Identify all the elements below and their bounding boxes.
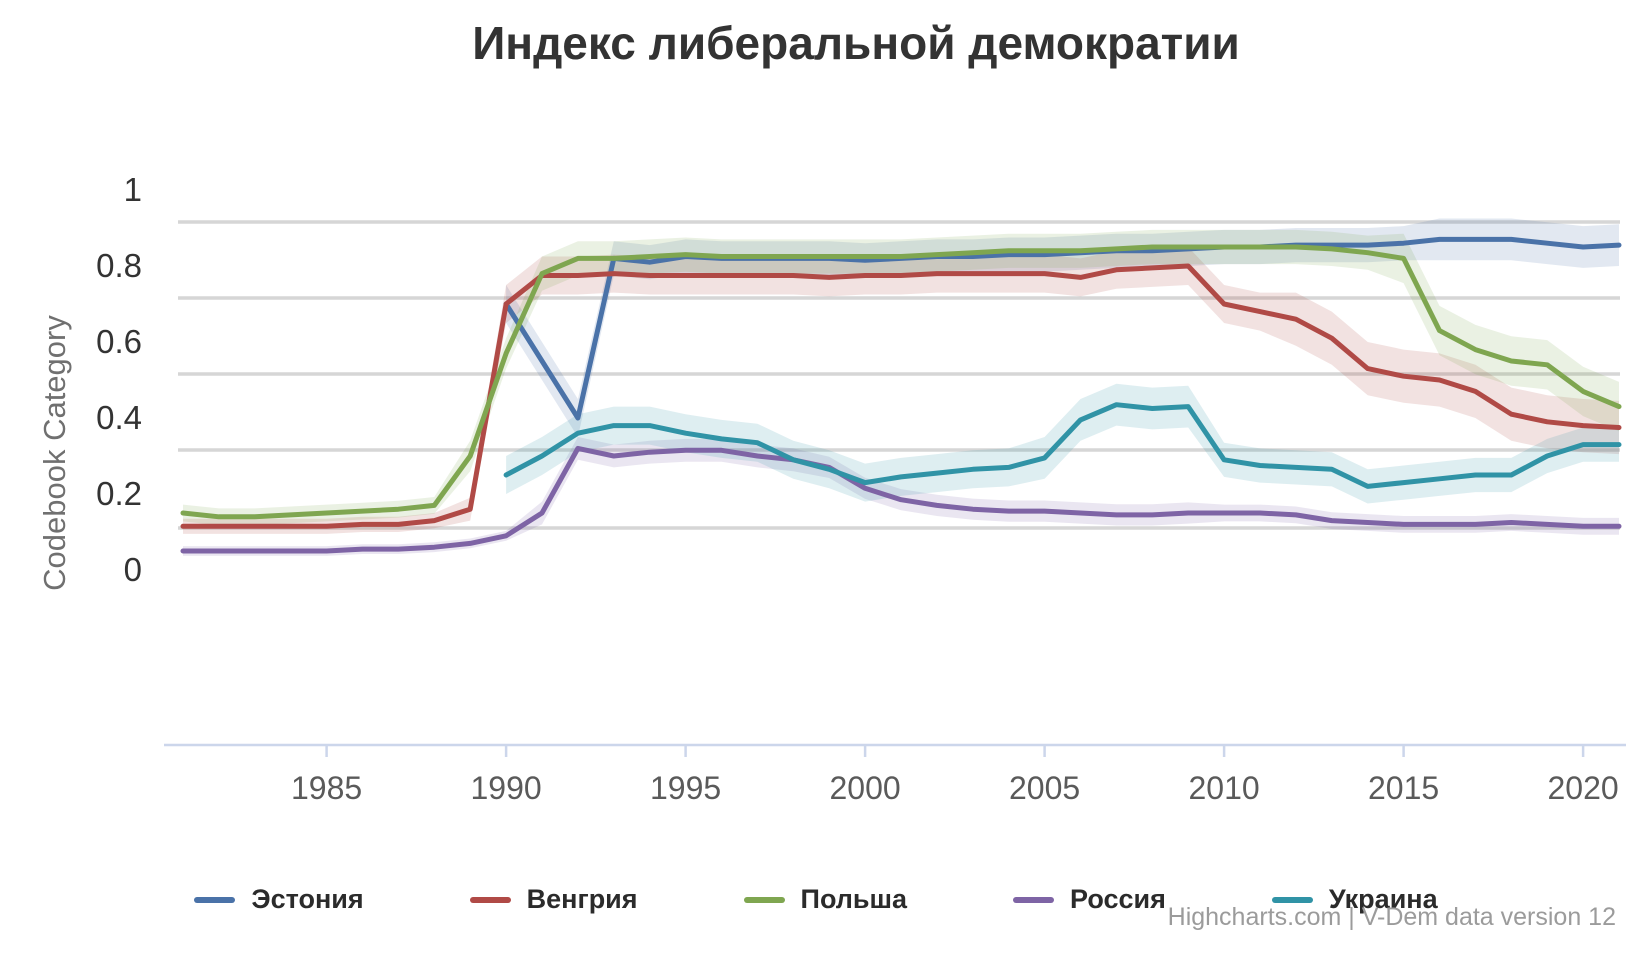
chart-title: Индекс либеральной демократии [472, 17, 1240, 69]
ci-band-hungary [183, 247, 1619, 534]
x-axis-label: 1995 [650, 770, 721, 806]
series-line-poland[interactable] [180, 244, 1622, 520]
y-axis-label: 0.2 [96, 475, 142, 512]
x-axis-label: 2000 [830, 770, 901, 806]
legend-swatch-estonia [194, 896, 236, 903]
legend-label-poland: Польша [800, 884, 908, 914]
legend-swatch-hungary [469, 896, 511, 903]
legend-label-russia: Россия [1070, 884, 1166, 914]
x-axis-label: 2005 [1009, 770, 1080, 806]
y-axis-label: 0.4 [96, 399, 142, 436]
legend-item-estonia[interactable]: Эстония [194, 884, 364, 915]
legend-swatch-poland [743, 896, 785, 903]
legend-item-russia[interactable]: Россия [1013, 884, 1166, 915]
series-line-hungary[interactable] [180, 263, 1622, 529]
legend-label-estonia: Эстония [251, 884, 364, 914]
legend-item-hungary[interactable]: Венгрия [469, 884, 638, 915]
y-axis-label: 1 [124, 171, 142, 208]
x-axis-label: 2010 [1189, 770, 1260, 806]
y-axis-label: 0.6 [96, 323, 142, 360]
x-axis-label: 1985 [291, 770, 362, 806]
y-axis-label: 0.8 [96, 247, 142, 284]
y-axis-label: 0 [124, 551, 142, 588]
x-axis-label: 1990 [471, 770, 542, 806]
legend-label-hungary: Венгрия [526, 884, 638, 914]
legend: Эстония Венгрия Польша Россия Украина [0, 884, 1632, 915]
credit-text[interactable]: Highcharts.com | V-Dem data version 12 [1167, 903, 1616, 931]
series-line-ukraine[interactable] [503, 402, 1622, 489]
legend-swatch-russia [1013, 896, 1055, 903]
series-line-russia[interactable] [180, 445, 1622, 554]
legend-item-ukraine[interactable]: Украина [1271, 884, 1438, 915]
legend-swatch-ukraine [1271, 896, 1313, 903]
legend-label-ukraine: Украина [1328, 884, 1438, 914]
x-axis-label: 2015 [1368, 770, 1439, 806]
x-axis-label: 2020 [1548, 770, 1619, 806]
ci-band-russia [183, 437, 1619, 556]
legend-item-poland[interactable]: Польша [743, 884, 908, 915]
